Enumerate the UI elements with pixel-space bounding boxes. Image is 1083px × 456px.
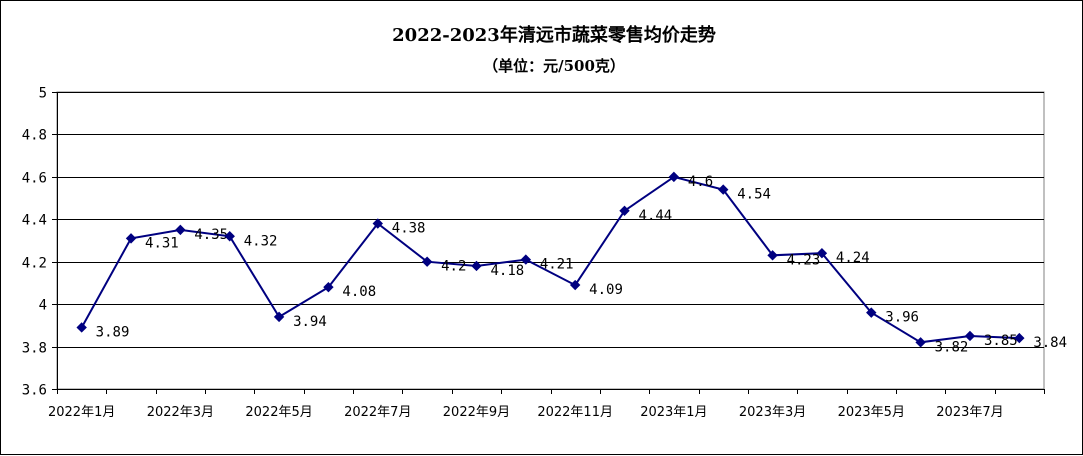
data-point <box>866 307 877 318</box>
data-point <box>372 218 383 229</box>
data-point <box>915 337 926 348</box>
data-label: 4.2 <box>441 259 466 275</box>
x-tick-label: 2023年3月 <box>739 405 806 420</box>
data-point <box>76 322 87 333</box>
data-point <box>421 256 433 267</box>
data-label: 4.54 <box>737 187 771 203</box>
data-label: 4.24 <box>836 250 870 266</box>
plot-border <box>56 91 1045 390</box>
data-label: 4.32 <box>244 233 278 249</box>
data-point <box>767 250 778 261</box>
chart-title: 2022-2023年清远市蔬菜零售均价走势 <box>392 24 716 46</box>
data-point <box>718 184 729 195</box>
data-point <box>175 224 186 236</box>
data-label: 4.21 <box>540 257 574 273</box>
data-label: 4.44 <box>639 208 673 224</box>
x-tick-label: 2022年1月 <box>48 405 115 420</box>
x-tick-label: 2023年5月 <box>838 405 905 420</box>
data-label: 4.35 <box>194 227 228 243</box>
y-tick-label: 3.8 <box>22 341 47 357</box>
data-label: 4.09 <box>589 282 623 298</box>
data-label: 3.85 <box>984 333 1018 349</box>
data-point <box>1014 332 1025 344</box>
y-tick-label: 3.6 <box>22 383 47 399</box>
y-tick-label: 4.4 <box>22 213 47 229</box>
series-line <box>80 175 1020 344</box>
x-tick-label: 2022年3月 <box>147 405 214 420</box>
y-tick-label: 4 <box>39 298 47 314</box>
data-label: 3.89 <box>96 324 130 340</box>
x-tick-label: 2022年5月 <box>245 405 312 420</box>
data-label: 3.94 <box>293 314 327 330</box>
data-label: 4.18 <box>490 263 524 279</box>
y-tick-label: 5 <box>39 86 47 102</box>
data-point <box>471 260 482 272</box>
data-label: 4.23 <box>787 252 821 268</box>
data-point <box>125 233 137 244</box>
data-point <box>569 279 581 291</box>
y-tick-label: 4.8 <box>22 128 47 144</box>
data-point <box>964 330 976 342</box>
data-label: 4.6 <box>688 174 713 190</box>
y-tick-label: 4.2 <box>22 256 47 272</box>
chart-subtitle: （单位：元/500克） <box>483 57 625 75</box>
data-label: 3.96 <box>885 310 919 326</box>
x-tick-label: 2023年1月 <box>640 405 707 420</box>
data-label: 4.08 <box>342 284 376 300</box>
data-label: 3.84 <box>1033 335 1067 351</box>
x-tick-label: 2022年11月 <box>537 405 613 420</box>
data-point <box>619 205 630 217</box>
data-label: 4.31 <box>145 235 179 251</box>
x-tick-label: 2022年7月 <box>344 405 411 420</box>
y-tick-label: 4.6 <box>22 171 47 187</box>
data-point <box>224 231 235 242</box>
data-point <box>816 248 828 259</box>
data-label: 4.38 <box>392 221 426 237</box>
x-tick-label: 2022年9月 <box>443 405 510 420</box>
x-tick-label: 2023年7月 <box>936 405 1003 420</box>
data-point <box>323 281 334 293</box>
data-label: 3.82 <box>935 339 969 355</box>
data-point <box>520 254 532 265</box>
data-point <box>273 311 285 323</box>
data-point <box>668 171 680 183</box>
